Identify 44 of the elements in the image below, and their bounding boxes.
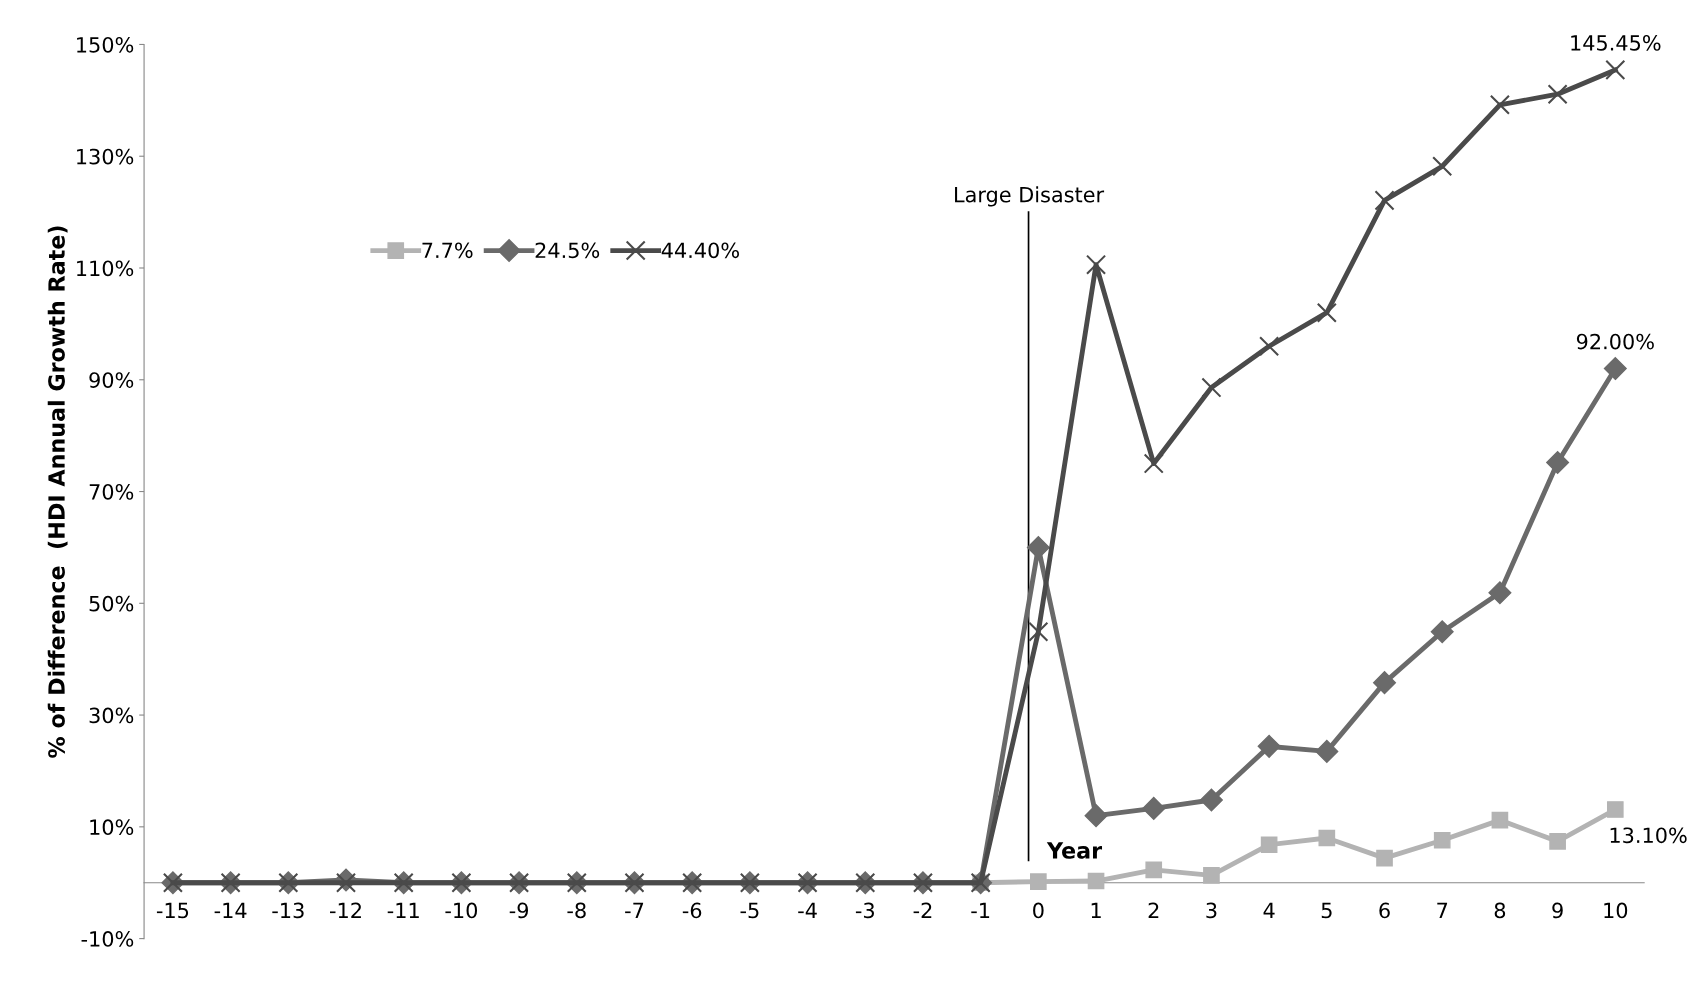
x-tick-label: 4 xyxy=(1263,902,1275,918)
y-axis-title: % of Difference (HDI Annual Growth Rate) xyxy=(47,226,68,758)
x-tick-label: 2 xyxy=(1148,902,1159,918)
x-tick-label: -3 xyxy=(855,902,874,919)
data-label: 92.00% xyxy=(1576,333,1654,350)
x-tick-label: 8 xyxy=(1494,902,1506,919)
data-label: 13.10% xyxy=(1610,827,1687,844)
y-tick-label: 50% xyxy=(89,595,134,612)
x-tick-label: -14 xyxy=(214,902,247,918)
x-tick-label: -15 xyxy=(156,902,189,919)
y-tick-label: 150% xyxy=(77,36,134,53)
data-label: 145.45% xyxy=(1571,34,1661,51)
legend-label: 24.5% xyxy=(535,242,600,259)
x-axis-title: Year xyxy=(1046,842,1103,859)
x-tick-label: -13 xyxy=(272,902,304,919)
x-tick-label: -9 xyxy=(509,902,529,919)
y-tick-label: 90% xyxy=(89,372,134,388)
ref-line-label: Large Disaster xyxy=(955,186,1105,207)
legend-label: 7.7% xyxy=(422,242,473,259)
y-tick-label: 30% xyxy=(89,707,134,724)
x-tick-label: 1 xyxy=(1091,902,1101,918)
x-tick-label: -7 xyxy=(625,902,644,918)
x-tick-label: 0 xyxy=(1033,902,1044,919)
y-tick-label: 110% xyxy=(77,260,134,277)
y-tick-label: 70% xyxy=(89,483,134,500)
x-tick-label: -5 xyxy=(740,902,759,919)
x-tick-label: 5 xyxy=(1321,902,1332,919)
x-tick-label: -10 xyxy=(445,902,478,919)
x-tick-label: 10 xyxy=(1604,902,1628,919)
x-tick-label: -8 xyxy=(567,902,586,919)
x-tick-label: -6 xyxy=(682,902,702,919)
x-tick-label: 3 xyxy=(1206,902,1217,919)
y-tick-label: 10% xyxy=(90,819,134,836)
x-tick-label: 7 xyxy=(1437,902,1448,918)
x-tick-label: -2 xyxy=(913,902,932,918)
y-tick-label: -10% xyxy=(81,931,134,947)
x-tick-label: 9 xyxy=(1552,902,1563,919)
legend-label: 44.40% xyxy=(661,242,739,259)
y-tick-label: 130% xyxy=(77,148,134,165)
x-tick-label: -4 xyxy=(798,902,817,918)
x-tick-label: 6 xyxy=(1379,902,1390,919)
x-tick-label: -1 xyxy=(971,902,990,918)
x-tick-label: -12 xyxy=(330,902,361,918)
x-tick-label: -11 xyxy=(387,902,419,918)
